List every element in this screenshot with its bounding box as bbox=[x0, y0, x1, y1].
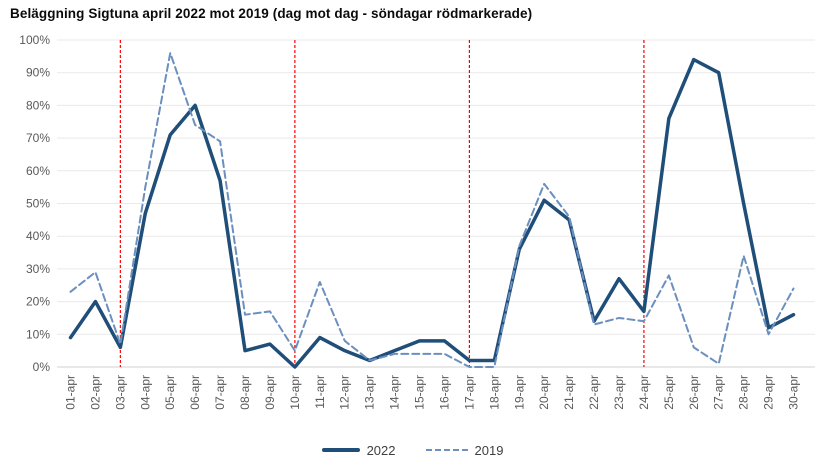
x-axis-tick-label: 22-apr bbox=[587, 375, 601, 410]
x-axis-tick-label: 07-apr bbox=[213, 375, 227, 410]
x-axis-tick-label: 15-apr bbox=[413, 375, 427, 410]
x-axis-tick-label: 06-apr bbox=[188, 375, 202, 410]
chart-legend: 2022 2019 bbox=[0, 438, 825, 462]
legend-swatch-2019 bbox=[425, 449, 468, 451]
y-axis-tick-label: 30% bbox=[26, 262, 50, 276]
chart-title: Beläggning Sigtuna april 2022 mot 2019 (… bbox=[10, 6, 533, 21]
x-axis-tick-label: 17-apr bbox=[462, 375, 476, 410]
legend-item-2022: 2022 bbox=[321, 442, 396, 458]
x-axis-tick-label: 29-apr bbox=[762, 375, 776, 410]
x-axis-tick-label: 08-apr bbox=[238, 375, 252, 410]
x-axis-tick-label: 25-apr bbox=[662, 375, 676, 410]
x-axis-tick-label: 10-apr bbox=[288, 375, 302, 410]
x-axis-tick-label: 30-apr bbox=[787, 375, 801, 410]
y-axis-tick-label: 0% bbox=[33, 360, 51, 374]
x-axis-tick-label: 26-apr bbox=[687, 375, 701, 410]
x-axis-tick-label: 01-apr bbox=[64, 375, 78, 410]
legend-item-2019: 2019 bbox=[425, 442, 504, 458]
y-axis-tick-label: 10% bbox=[26, 327, 50, 341]
x-axis-tick-label: 11-apr bbox=[313, 375, 327, 409]
series-line-2019 bbox=[69, 52, 795, 368]
x-axis-tick-label: 09-apr bbox=[263, 375, 277, 410]
x-axis-tick-label: 23-apr bbox=[612, 375, 626, 410]
chart-svg: 0% 10% 20% 30% 40% 50% 60% 70% 80% 90% 100% 01-apr 0… bbox=[19, 33, 815, 410]
x-axis-tick-label: 05-apr bbox=[163, 375, 177, 410]
x-axis-tick-label: 14-apr bbox=[388, 375, 402, 410]
y-axis-tick-label: 80% bbox=[26, 98, 50, 112]
x-axis-tick-label: 19-apr bbox=[512, 375, 526, 410]
x-axis-tick-label: 27-apr bbox=[712, 375, 726, 410]
x-axis-tick-label: 24-apr bbox=[637, 375, 651, 410]
x-axis-tick-label: 18-apr bbox=[487, 375, 501, 410]
x-axis-tick-label: 02-apr bbox=[88, 375, 102, 410]
legend-label-2022: 2022 bbox=[366, 442, 396, 458]
legend-label-2019: 2019 bbox=[474, 442, 504, 458]
x-axis-tick-label: 04-apr bbox=[138, 375, 152, 410]
y-axis-tick-label: 20% bbox=[26, 295, 50, 309]
x-axis-tick-label: 21-apr bbox=[562, 375, 576, 410]
x-axis-tick-label: 12-apr bbox=[338, 375, 352, 410]
legend-swatch-2022 bbox=[321, 448, 360, 452]
y-axis-tick-label: 90% bbox=[26, 66, 50, 80]
x-axis-tick-label: 16-apr bbox=[437, 375, 451, 410]
y-axis-tick-label: 50% bbox=[26, 197, 50, 211]
y-axis-tick-label: 70% bbox=[26, 131, 50, 145]
x-axis-tick-label: 03-apr bbox=[113, 375, 127, 410]
x-axis-tick-label: 20-apr bbox=[537, 375, 551, 410]
x-axis-tick-label: 28-apr bbox=[737, 375, 751, 410]
y-axis-tick-label: 100% bbox=[19, 33, 50, 47]
x-axis-tick-label: 13-apr bbox=[363, 375, 377, 410]
y-axis-tick-label: 60% bbox=[26, 164, 50, 178]
y-axis-tick-label: 40% bbox=[26, 229, 50, 243]
